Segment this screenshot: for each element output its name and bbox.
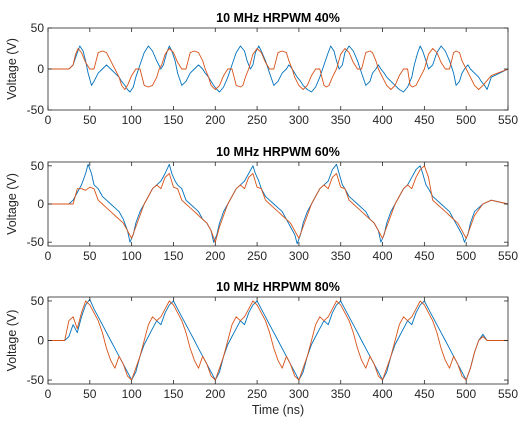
y-tick-label: -50 [27,373,45,387]
x-tick-label: 50 [83,113,97,127]
y-tick-label: 50 [31,294,45,308]
x-tick-label: 550 [498,113,518,127]
x-tick-label: 350 [331,387,351,401]
y-tick-label: 0 [37,62,44,76]
y-tick-label: 50 [31,21,45,35]
series-line-blue [48,45,508,93]
x-tick-label: 0 [45,113,52,127]
x-tick-label: 50 [83,387,97,401]
x-tick-label: 250 [247,387,267,401]
chart-title: 10 MHz HRPWM 60% [216,145,340,159]
y-tick-label: 50 [31,159,45,173]
x-tick-label: 50 [83,249,97,263]
x-tick-label: 200 [205,387,225,401]
subplot-60-percent: 10 MHz HRPWM 60% 0 50 100 150 200 250 300 350 400… [5,145,518,263]
series-line-orange [48,165,508,243]
y-tick-label: 0 [37,334,44,348]
x-tick-label: 0 [45,387,52,401]
x-tick-label: 500 [456,113,476,127]
x-tick-label: 400 [373,387,393,401]
y-axis-label: Voltage (V) [5,173,19,235]
x-tick-label: 500 [456,387,476,401]
x-tick-label: 0 [45,249,52,263]
x-tick-label: 150 [163,113,183,127]
y-axis-label: Voltage (V) [5,310,19,372]
x-tick-label: 350 [331,113,351,127]
series-line-orange [48,48,508,90]
x-tick-label: 100 [122,113,142,127]
x-tick-label: 250 [247,249,267,263]
x-tick-label: 350 [331,249,351,263]
x-tick-label: 300 [289,113,309,127]
y-tick-label: -50 [27,235,45,249]
x-axis-label: Time (ns) [252,403,304,417]
x-tick-label: 500 [456,249,476,263]
axes-box [47,161,509,247]
x-tick-label: 150 [163,249,183,263]
x-tick-label: 150 [163,387,183,401]
x-tick-label: 450 [414,387,434,401]
x-tick-label: 450 [414,249,434,263]
x-tick-label: 300 [289,249,309,263]
x-tick-label: 400 [373,249,393,263]
x-tick-label: 300 [289,387,309,401]
x-tick-label: 200 [205,249,225,263]
y-axis-label: Voltage (V) [5,38,19,100]
x-tick-label: 450 [414,113,434,127]
chart-title: 10 MHz HRPWM 40% [216,11,340,25]
x-tick-label: 250 [247,113,267,127]
x-tick-label: 200 [205,113,225,127]
y-tick-label: -50 [27,103,45,117]
x-tick-label: 100 [122,387,142,401]
x-tick-label: 400 [373,113,393,127]
series-line-blue [48,163,508,245]
y-tick-label: 0 [37,197,44,211]
series-line-orange [48,300,508,381]
x-tick-label: 100 [122,249,142,263]
x-tick-label: 550 [498,387,518,401]
subplot-80-percent: 10 MHz HRPWM 80% 0 50 100 150 200 250 300 350 400… [5,280,518,417]
chart-title: 10 MHz HRPWM 80% [216,280,340,294]
subplot-40-percent: 10 MHz HRPWM 40% 0 50 100 150 200 250 300 350 400… [5,11,518,127]
axes-box [47,27,509,111]
x-tick-label: 550 [498,249,518,263]
